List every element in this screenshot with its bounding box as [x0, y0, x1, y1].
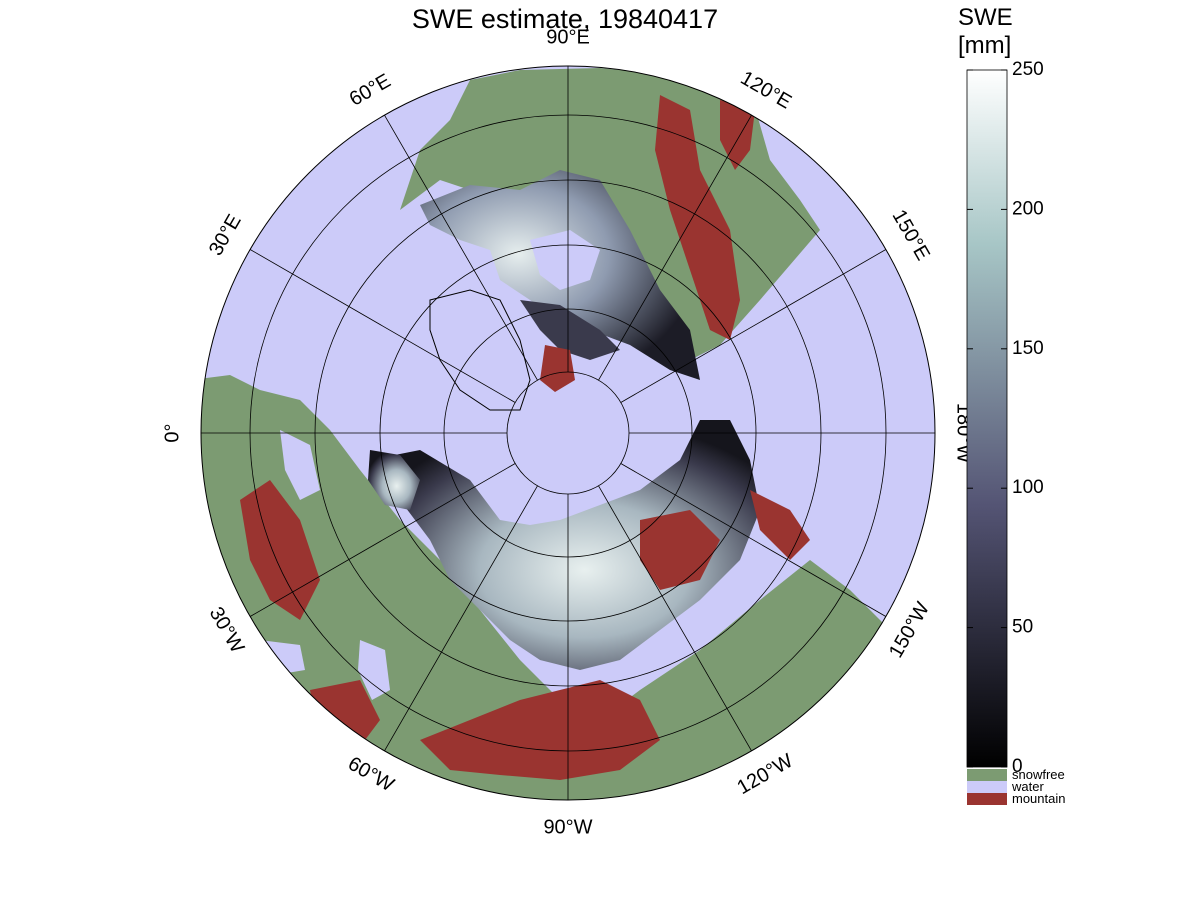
caspian-sea — [358, 640, 390, 700]
category-swatch-mountain — [967, 793, 1007, 805]
colorbar-tick-label: 200 — [1012, 198, 1044, 219]
meridian-line — [384, 485, 538, 752]
colorbar-tick-label: 250 — [1012, 59, 1044, 80]
meridian-line — [598, 485, 752, 752]
longitude-label: 120°E — [737, 67, 795, 113]
colorbar-tick-label: 150 — [1012, 338, 1044, 359]
colorbar-tick-label: 100 — [1012, 477, 1044, 498]
kamchatka-mountains — [750, 490, 810, 560]
himalaya-mountains — [420, 680, 660, 780]
longitude-label: 60°W — [344, 753, 398, 797]
longitude-label: 60°E — [346, 70, 395, 111]
colorbar-gradient — [966, 69, 1008, 768]
graticule-meridians — [201, 66, 935, 800]
map-title: SWE estimate, 19840417 — [411, 4, 719, 34]
longitude-label: 30°E — [205, 211, 246, 260]
category-label-snowfree: snowfree — [1012, 767, 1065, 782]
north-america-mountains — [655, 95, 740, 340]
colorbar-ticks: 250 200 150 100 50 0 — [967, 59, 1044, 777]
west-mountains — [240, 480, 320, 620]
colorbar-tick-label: 50 — [1012, 617, 1033, 638]
canadian-archipelago — [520, 300, 620, 360]
meridian-line — [620, 463, 887, 617]
meridian-line — [249, 463, 516, 617]
longitude-label: 120°W — [734, 750, 797, 799]
scandinavia-snow — [368, 450, 420, 510]
colorbar-title-line1: SWE — [958, 4, 1013, 31]
meridian-line — [598, 114, 752, 381]
longitude-label: 30°W — [205, 603, 249, 657]
longitude-label: 90°E — [546, 26, 590, 48]
east-siberia-mountains — [640, 510, 720, 590]
longitude-label: 0° — [161, 423, 183, 442]
colorbar-title-line2: [mm] — [958, 32, 1012, 59]
meridian-line — [384, 114, 538, 381]
eurasia-snow — [370, 420, 760, 670]
archipelago-mountains — [540, 345, 575, 392]
hudson-bay — [530, 230, 600, 290]
meridian-line — [620, 249, 887, 403]
greenland-outline — [429, 289, 531, 411]
category-swatch-water — [967, 781, 1007, 793]
meridian-line — [249, 249, 516, 403]
longitude-label: 90°W — [543, 816, 592, 838]
category-label-mountain: mountain — [1012, 791, 1065, 806]
black-sea — [260, 640, 305, 675]
longitude-label: 150°W — [885, 598, 934, 661]
colorbar-tick-label: 0 — [1012, 756, 1023, 777]
baltic-sea — [280, 430, 320, 500]
longitude-label: 150°E — [887, 206, 933, 264]
category-label-water: water — [1011, 779, 1044, 794]
alaska-mountains — [720, 100, 755, 170]
category-swatch-snowfree — [967, 769, 1007, 781]
